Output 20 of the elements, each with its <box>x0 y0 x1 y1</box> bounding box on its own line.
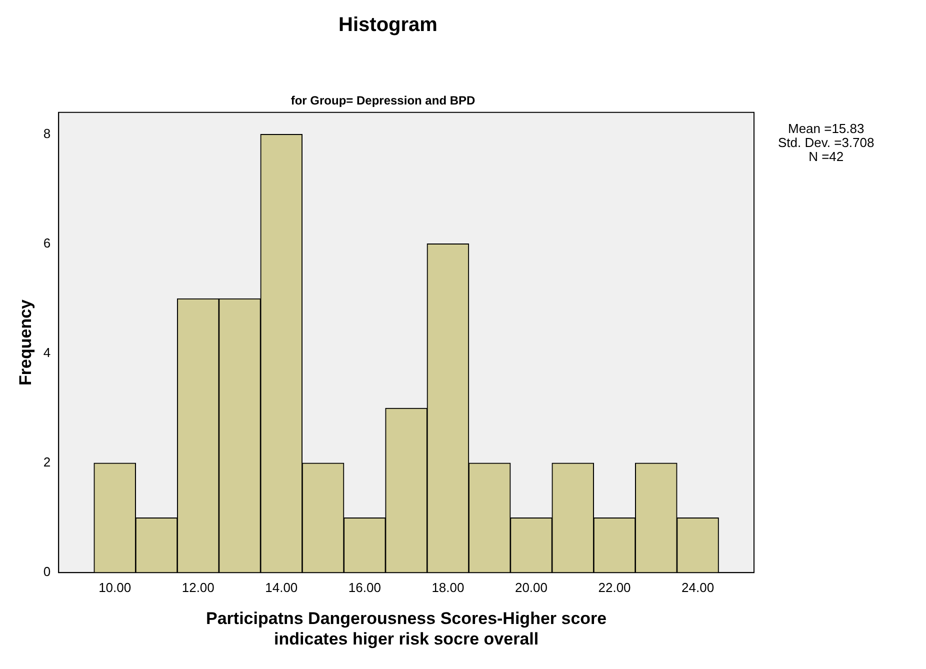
text: Std. Dev. =3.708 <box>778 135 874 150</box>
x-tick-label: 22.00 <box>598 580 631 595</box>
chart-subtitle: for Group= Depression and BPD <box>290 94 476 108</box>
chart-title: Histogram <box>338 13 438 38</box>
y-axis-title: Frequency <box>16 298 35 386</box>
x-tick-label: 20.00 <box>514 580 548 595</box>
x-tick-label: 16.00 <box>348 580 381 595</box>
x-axis-title: Participatns Dangerousness Scores-Higher score indicates higer risk socre overall <box>206 609 607 648</box>
text: Mean =15.83 <box>786 121 866 136</box>
y-tick-label: 8 <box>43 126 51 141</box>
y-tick-label: 0 <box>43 564 51 580</box>
x-tick-label: 24.00 <box>682 580 714 595</box>
y-tick-label: 4 <box>43 345 51 360</box>
x-tick-label: 14.00 <box>265 580 298 595</box>
x-tick-label: 10.00 <box>98 580 132 595</box>
text: N =42 <box>808 149 845 164</box>
x-tick-label: 18.00 <box>432 580 464 595</box>
x-tick-label: 12.00 <box>182 580 214 595</box>
y-tick-label: 6 <box>43 235 51 250</box>
y-tick-label: 2 <box>43 454 51 470</box>
